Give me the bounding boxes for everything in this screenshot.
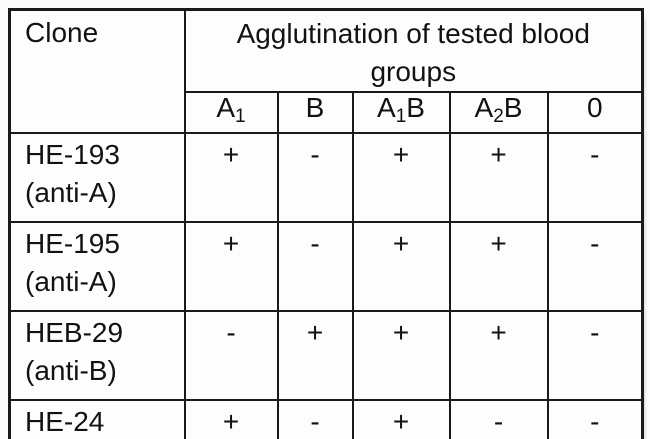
column-header-a2b-subscript: 2 xyxy=(493,106,504,127)
result-cell: + xyxy=(351,132,451,223)
clone-name-line2: (anti-A) xyxy=(25,263,183,309)
clone-name-cell: HEB-29 (anti-B) xyxy=(8,310,186,401)
column-header-a1b-base: A xyxy=(377,92,396,123)
column-header-b-base: B xyxy=(305,92,325,123)
column-header-a1b-subscript: 1 xyxy=(395,106,407,127)
column-header-0: 0 xyxy=(546,91,644,134)
column-header-a1-base: A xyxy=(216,92,236,123)
column-header-a1: A1 xyxy=(183,91,279,134)
clone-name-line1: HE-24 xyxy=(25,406,105,437)
column-header-a1b: A1B xyxy=(351,91,451,134)
result-cell: + xyxy=(351,221,451,312)
result-cell: - xyxy=(546,310,644,401)
clone-name-line2: (anti-B) xyxy=(25,352,183,398)
clone-name-line2-base: (anti-B) xyxy=(25,355,117,386)
clone-header-label: Clone xyxy=(25,17,99,48)
table-row-he24: HE-24 (anti-A1B) + - + - - xyxy=(8,399,644,439)
result-cell: + xyxy=(448,310,549,401)
result-cell: + xyxy=(183,132,279,223)
clone-name-cell: HE-24 (anti-A1B) xyxy=(8,399,186,439)
result-cell: + xyxy=(183,221,279,312)
table-row-he193: HE-193 (anti-A) + - + + - xyxy=(8,132,644,223)
column-header-a2b: A2B xyxy=(448,91,549,134)
result-cell: - xyxy=(546,399,644,439)
group-header-cell: Agglutination of tested blood groups xyxy=(183,8,644,93)
column-header-b: B xyxy=(276,91,354,134)
clone-name-line2: (anti-A) xyxy=(25,174,183,220)
clone-name-line1: HE-193 xyxy=(25,139,120,170)
clone-name-line2-base: (anti-A) xyxy=(25,266,117,297)
clone-name-line1: HEB-29 xyxy=(25,317,124,348)
result-cell: - xyxy=(546,132,644,223)
clone-name-line1: HE-195 xyxy=(25,228,120,259)
group-header-label: Agglutination of tested blood groups xyxy=(236,18,590,87)
column-header-0-base: 0 xyxy=(586,92,603,123)
header-row-columns: A1 B A1B A2B 0 xyxy=(10,91,644,134)
result-cell: + xyxy=(351,399,451,439)
column-header-a2b-suffix: B xyxy=(503,92,523,123)
clone-header-cell: Clone xyxy=(8,8,186,134)
result-cell: + xyxy=(448,132,549,223)
clone-name-cell: HE-193 (anti-A) xyxy=(8,132,186,223)
header-row-group: Clone Agglutination of tested blood grou… xyxy=(8,8,644,134)
column-header-a1-subscript: 1 xyxy=(235,106,246,127)
result-cell: + xyxy=(448,221,549,312)
result-cell: - xyxy=(183,310,279,401)
table-row-he195: HE-195 (anti-A) + - + + - xyxy=(8,221,644,312)
result-cell: - xyxy=(276,132,354,223)
result-cell: - xyxy=(448,399,549,439)
result-cell: + xyxy=(276,310,354,401)
result-cell: + xyxy=(351,310,451,401)
column-header-a2b-base: A xyxy=(474,92,494,123)
clone-name-line2-base: (anti-A) xyxy=(25,177,117,208)
result-cell: - xyxy=(276,399,354,439)
table-row-heb29: HEB-29 (anti-B) - + + + - xyxy=(8,310,644,401)
result-cell: + xyxy=(183,399,279,439)
column-header-a1b-suffix: B xyxy=(406,92,425,123)
agglutination-table: Clone Agglutination of tested blood grou… xyxy=(8,8,645,439)
result-cell: - xyxy=(546,221,644,312)
clone-name-cell: HE-195 (anti-A) xyxy=(8,221,186,312)
result-cell: - xyxy=(276,221,354,312)
